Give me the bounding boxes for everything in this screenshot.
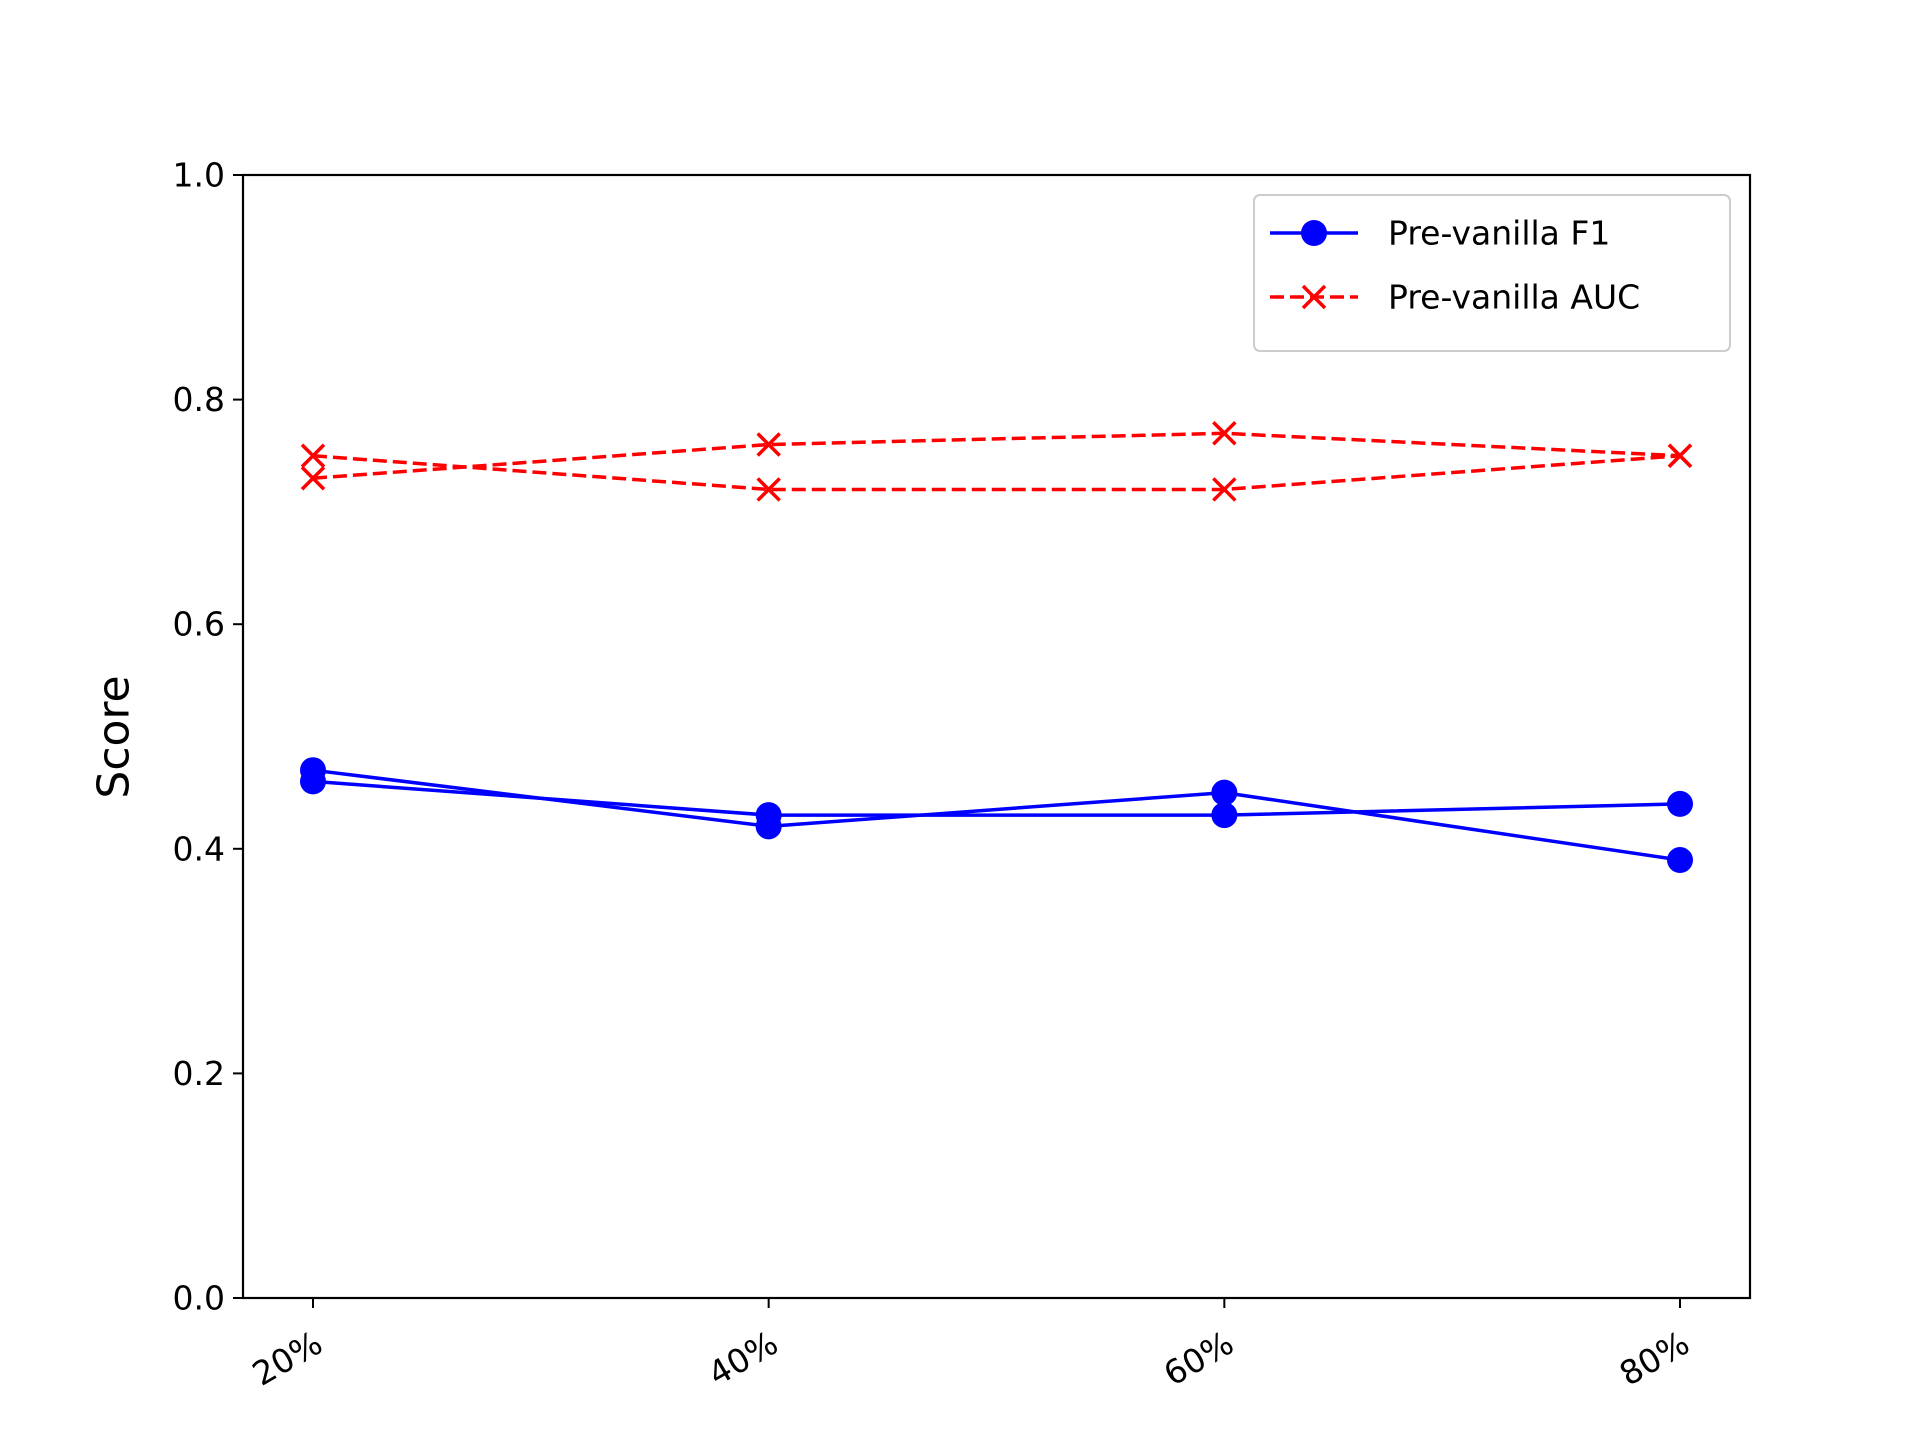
legend-box	[1253, 194, 1731, 352]
legend: Pre-vanilla F1 Pre-vanilla AUC	[1253, 194, 1731, 352]
data-point	[1667, 790, 1693, 817]
data-point	[756, 477, 781, 502]
data-point	[300, 443, 326, 468]
data-point	[1212, 421, 1237, 446]
legend-marker	[1301, 284, 1327, 310]
legend-marker	[1301, 220, 1327, 246]
data-point	[755, 802, 782, 829]
data-point	[1667, 443, 1693, 468]
series-line	[312, 779, 1681, 817]
y-tick-label: 0.4	[173, 829, 225, 868]
data-point	[1211, 779, 1238, 806]
data-point	[1667, 847, 1693, 874]
data-point	[1211, 802, 1238, 829]
data-point	[756, 432, 781, 457]
series-line	[312, 431, 1681, 480]
data-point	[300, 465, 326, 491]
plot-frame	[241, 173, 1752, 1300]
data-point	[300, 768, 326, 795]
legend-label: Pre-vanilla F1	[1388, 214, 1610, 253]
y-tick-label: 0.6	[173, 605, 225, 644]
y-tick-label: 0.0	[173, 1279, 225, 1318]
series-line	[312, 454, 1681, 492]
y-tick-label: 0.8	[173, 380, 225, 419]
plot-layer	[300, 421, 1693, 874]
y-tick-label: 0.2	[173, 1054, 225, 1093]
legend-label: Pre-vanilla AUC	[1388, 278, 1640, 317]
y-axis-label: Score	[89, 675, 140, 798]
data-point	[1212, 477, 1237, 502]
y-tick-label: 1.0	[173, 156, 225, 195]
